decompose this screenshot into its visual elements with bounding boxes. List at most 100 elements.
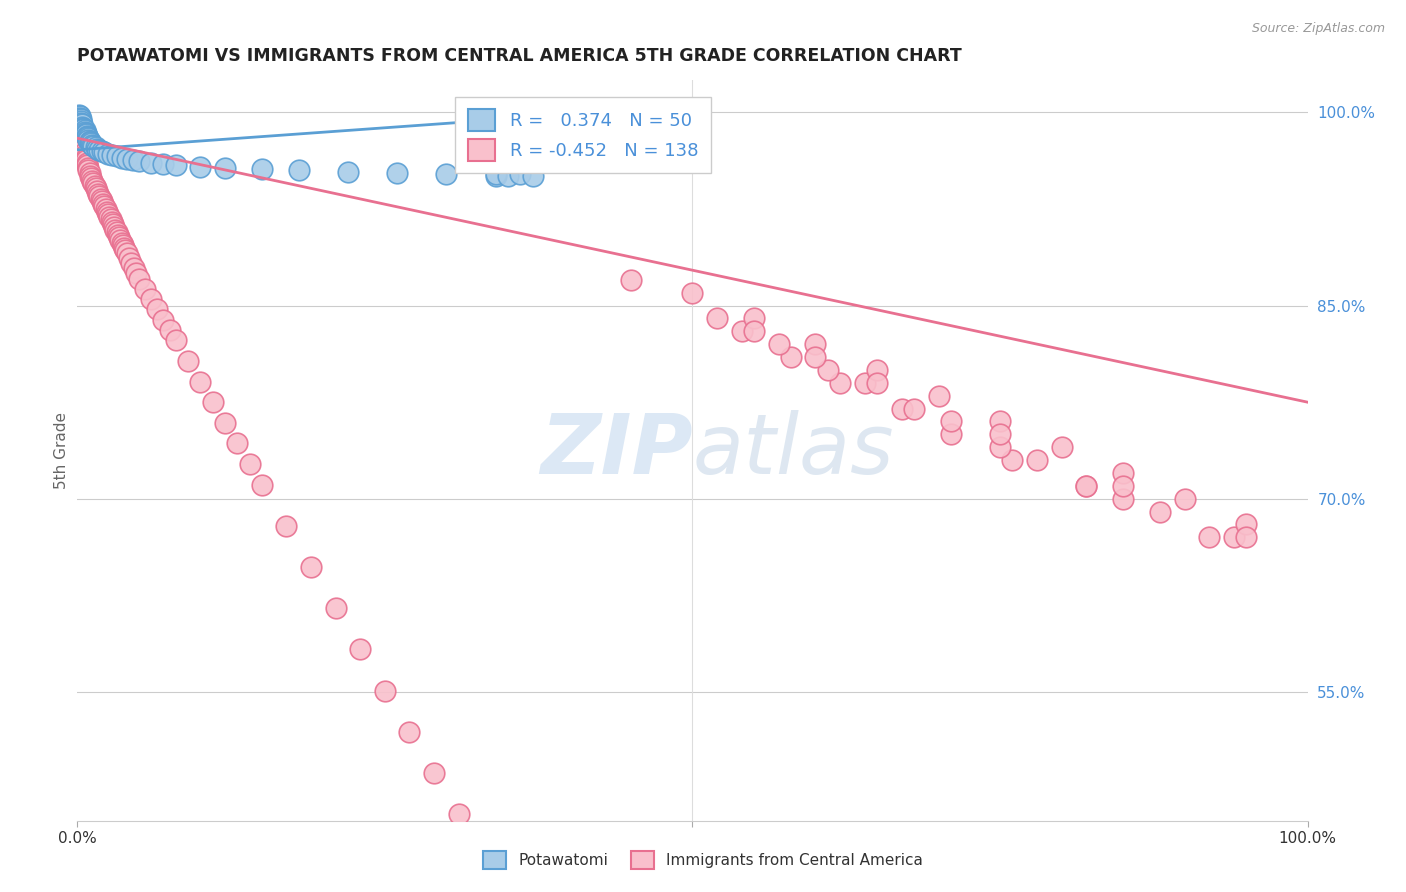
Point xyxy=(903,401,925,416)
Point xyxy=(1149,505,1171,519)
Point xyxy=(73,125,96,139)
Point xyxy=(496,169,519,183)
Point xyxy=(159,323,181,337)
Point xyxy=(69,111,91,125)
Point xyxy=(105,225,128,239)
Point xyxy=(804,350,827,364)
Point xyxy=(988,427,1011,442)
Point xyxy=(177,354,200,368)
Point xyxy=(70,135,93,149)
Point xyxy=(1076,479,1098,493)
Point xyxy=(115,245,138,260)
Point xyxy=(1174,491,1197,506)
Point xyxy=(141,292,163,306)
Point xyxy=(706,311,728,326)
Point xyxy=(101,148,124,162)
Point xyxy=(104,222,127,236)
Point xyxy=(100,212,122,227)
Point xyxy=(103,220,125,235)
Point xyxy=(73,148,96,162)
Point xyxy=(67,108,90,122)
Point xyxy=(101,218,124,232)
Point xyxy=(69,109,91,123)
Point xyxy=(374,683,396,698)
Point xyxy=(423,766,446,780)
Point xyxy=(77,132,100,146)
Point xyxy=(1026,453,1049,467)
Point xyxy=(288,163,311,178)
Point xyxy=(1076,479,1098,493)
Point xyxy=(114,244,136,258)
Point xyxy=(94,202,117,216)
Point xyxy=(77,161,100,175)
Point xyxy=(830,376,852,390)
Point xyxy=(226,436,249,450)
Point xyxy=(1234,530,1257,544)
Point xyxy=(101,215,124,229)
Point xyxy=(93,145,115,160)
Point xyxy=(485,169,508,183)
Point xyxy=(1223,530,1246,544)
Point xyxy=(89,143,111,157)
Point xyxy=(122,261,145,276)
Point xyxy=(96,204,118,219)
Point xyxy=(80,136,103,151)
Point xyxy=(1234,517,1257,532)
Point xyxy=(118,251,141,265)
Point xyxy=(141,155,163,169)
Point xyxy=(988,415,1011,429)
Point xyxy=(91,197,114,211)
Point xyxy=(70,132,93,146)
Point xyxy=(87,186,110,201)
Text: ZIP: ZIP xyxy=(540,410,693,491)
Point xyxy=(1198,530,1220,544)
Point xyxy=(76,158,98,172)
Point xyxy=(1112,491,1135,506)
Point xyxy=(70,112,93,126)
Point xyxy=(72,122,94,136)
Point xyxy=(939,427,962,442)
Point xyxy=(76,130,98,145)
Legend: Potawatomi, Immigrants from Central America: Potawatomi, Immigrants from Central Amer… xyxy=(477,845,929,875)
Point xyxy=(214,416,236,430)
Point xyxy=(112,241,135,255)
Point xyxy=(70,116,93,130)
Point xyxy=(928,389,950,403)
Point xyxy=(111,151,132,165)
Point xyxy=(447,807,470,822)
Point xyxy=(165,334,187,348)
Point xyxy=(1112,479,1135,493)
Point xyxy=(90,192,112,206)
Point xyxy=(128,154,150,169)
Point xyxy=(72,143,94,157)
Point xyxy=(866,376,889,390)
Point xyxy=(817,363,839,377)
Point xyxy=(75,153,97,167)
Point xyxy=(436,167,458,181)
Point xyxy=(152,157,174,171)
Legend: R =   0.374   N = 50, R = -0.452   N = 138: R = 0.374 N = 50, R = -0.452 N = 138 xyxy=(456,96,711,173)
Point xyxy=(76,155,98,169)
Point xyxy=(86,184,108,198)
Point xyxy=(76,128,98,143)
Point xyxy=(1050,440,1073,454)
Point xyxy=(79,135,101,149)
Point xyxy=(239,457,262,471)
Point xyxy=(620,273,643,287)
Point xyxy=(70,137,93,152)
Point xyxy=(742,311,765,326)
Point xyxy=(398,724,420,739)
Point xyxy=(1112,466,1135,480)
Point xyxy=(69,128,91,143)
Point xyxy=(90,194,114,209)
Point xyxy=(73,145,96,160)
Text: POTAWATOMI VS IMMIGRANTS FROM CENTRAL AMERICA 5TH GRADE CORRELATION CHART: POTAWATOMI VS IMMIGRANTS FROM CENTRAL AM… xyxy=(77,47,962,65)
Point xyxy=(108,230,131,244)
Point xyxy=(299,560,322,574)
Point xyxy=(110,233,132,247)
Point xyxy=(89,189,111,203)
Point xyxy=(107,227,129,242)
Point xyxy=(97,146,120,161)
Point xyxy=(67,125,90,139)
Point xyxy=(70,114,93,128)
